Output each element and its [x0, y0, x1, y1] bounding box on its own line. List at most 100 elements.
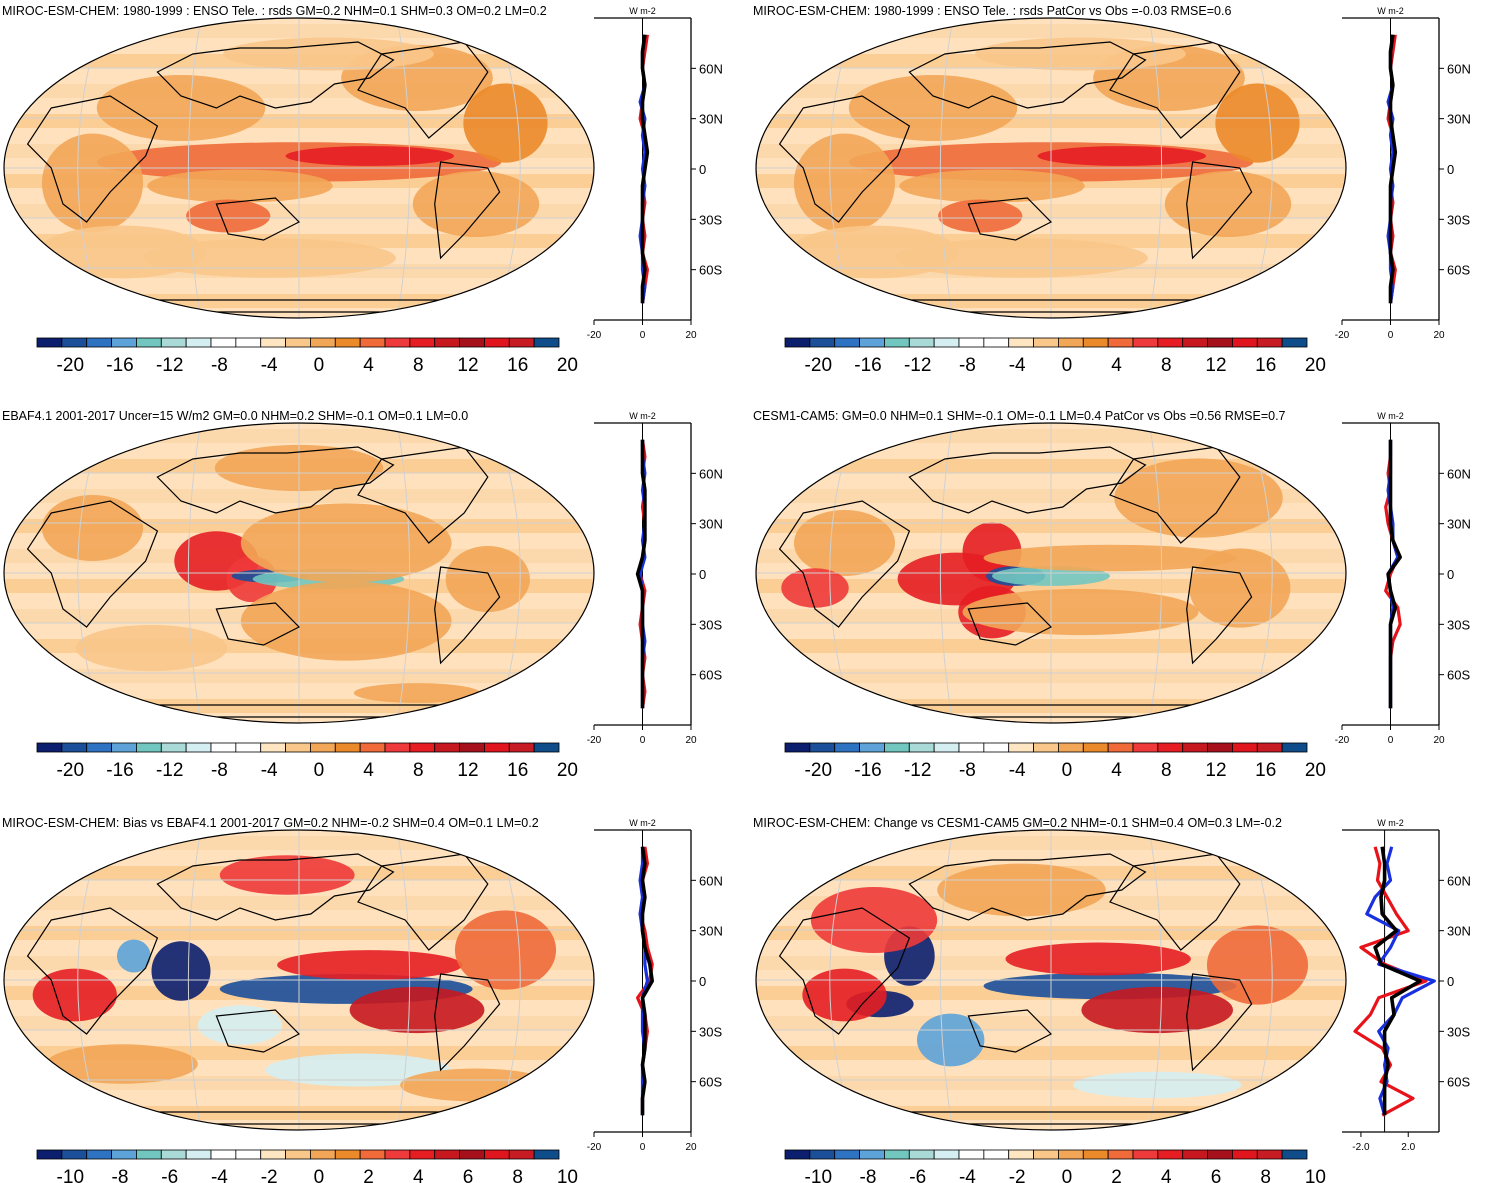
panel-6: MIROC-ESM-CHEM: Change vs CESM1-CAM5 GM=… — [753, 816, 1471, 1183]
profile-lat-label: 0 — [699, 567, 706, 582]
profile-line-mean — [1373, 846, 1422, 1116]
colorbar-box — [86, 742, 112, 753]
colorbar-box — [908, 337, 935, 348]
colorbar-tick-label: 6 — [463, 1167, 474, 1183]
field-anomaly — [1114, 458, 1283, 538]
field-anomaly — [789, 225, 959, 279]
colorbar-tick-label: 12 — [457, 355, 478, 376]
map-border — [755, 422, 1347, 724]
field-anomaly — [899, 169, 1085, 203]
map-border — [3, 422, 595, 724]
field-anomaly — [1164, 171, 1292, 237]
colorbar-box — [1182, 337, 1208, 348]
colorbar-tick-label: -8 — [959, 355, 976, 376]
field-anomaly — [848, 75, 1018, 141]
coastline — [967, 1009, 1053, 1053]
colorbar-box — [384, 1149, 411, 1160]
field-anomaly — [937, 863, 1106, 917]
colorbar-tick-label: -2 — [261, 1167, 278, 1183]
field-anomaly — [802, 968, 887, 1022]
profile-lat-label: 30S — [699, 212, 722, 227]
longitude-gridline — [396, 830, 411, 1130]
colorbar-box — [933, 1149, 960, 1160]
coastline — [778, 95, 911, 223]
colorbar-box — [1281, 337, 1308, 348]
coastline — [357, 853, 489, 951]
colorbar-box — [36, 1149, 63, 1160]
colorbar-box — [235, 337, 262, 348]
field-anomaly — [353, 683, 481, 703]
colorbar-tick-label: 16 — [507, 355, 528, 376]
colorbar-box — [784, 1149, 811, 1160]
colorbar-tick-label: -12 — [156, 355, 183, 376]
colorbar-box — [1008, 337, 1034, 348]
colorbar-tick-label: -12 — [156, 760, 183, 781]
profile-lat-label: 0 — [1447, 162, 1454, 177]
colorbar-tick-label: 6 — [1211, 1167, 1222, 1183]
colorbar-box — [784, 742, 811, 753]
field-anomaly — [240, 503, 452, 583]
colorbar-box — [1033, 337, 1059, 348]
colorbar-box — [36, 742, 63, 753]
colorbar-box — [61, 337, 88, 348]
colorbar-box — [484, 337, 510, 348]
profile-units: W m-2 — [629, 411, 656, 421]
colorbar-tick-label: -16 — [106, 760, 133, 781]
colorbar-tick-label: 20 — [1305, 760, 1326, 781]
field-anomaly — [75, 624, 228, 672]
panel-title: EBAF4.1 2001-2017 Uncer=15 W/m2 GM=0.0 N… — [2, 409, 468, 423]
panel-title: MIROC-ESM-CHEM: Bias vs EBAF4.1 2001-201… — [2, 816, 539, 830]
colorbar-box — [533, 337, 560, 348]
colorbar-tick-label: 10 — [557, 1167, 578, 1183]
colorbar-box — [859, 337, 885, 348]
colorbar-box — [908, 1149, 935, 1160]
colorbar-box — [983, 337, 1010, 348]
colorbar-box — [434, 1149, 460, 1160]
coastline — [1109, 446, 1241, 544]
longitude-gridline — [939, 423, 954, 723]
coastline — [1109, 41, 1241, 139]
colorbar-box — [1157, 1149, 1184, 1160]
coastline — [1186, 566, 1253, 665]
coastline — [778, 907, 911, 1035]
coastline — [26, 907, 159, 1035]
colorbar-box — [86, 337, 112, 348]
colorbar-box — [508, 742, 535, 753]
panel-3: EBAF4.1 2001-2017 Uncer=15 W/m2 GM=0.0 N… — [2, 409, 723, 781]
profile-lat-label: 30N — [699, 517, 723, 532]
profile-lat-label: 30N — [699, 924, 723, 939]
colorbar-box — [983, 742, 1010, 753]
colorbar-box — [1132, 1149, 1159, 1160]
colorbar-box — [1082, 1149, 1109, 1160]
map-border — [755, 829, 1347, 1131]
field-anomaly — [32, 968, 117, 1022]
colorbar-box — [334, 742, 361, 753]
colorbar-box — [958, 1149, 985, 1160]
longitude-gridline — [939, 830, 954, 1130]
field-anomaly — [1215, 83, 1300, 163]
colorbar-tick-label: -10 — [805, 1167, 832, 1183]
profile-x-label: 0 — [1388, 735, 1394, 746]
coastline — [357, 446, 489, 544]
colorbar-tick-label: -4 — [959, 1167, 976, 1183]
panels: MIROC-ESM-CHEM: 1980-1999 : ENSO Tele. :… — [2, 4, 1471, 1183]
profile-x-label: 0 — [1388, 330, 1394, 341]
colorbar-box — [1107, 742, 1134, 753]
colorbar-tick-label: -20 — [57, 760, 84, 781]
colorbar-box — [459, 742, 485, 753]
colorbar-box — [285, 1149, 311, 1160]
colorbar-tick-label: 0 — [314, 355, 325, 376]
field-anomaly — [1037, 146, 1207, 166]
field-anomaly — [1206, 925, 1309, 1005]
field-anomaly — [186, 199, 271, 233]
colorbar-box — [1033, 1149, 1059, 1160]
longitude-gridline — [1148, 423, 1163, 723]
coastline — [434, 566, 501, 665]
colorbar-tick-label: -20 — [805, 760, 832, 781]
colorbar-box — [359, 337, 386, 348]
colorbar-box — [508, 1149, 535, 1160]
colorbar-box — [1256, 337, 1283, 348]
profile-units: W m-2 — [629, 6, 656, 16]
profile-lat-label: 60S — [699, 668, 722, 683]
field-anomaly — [349, 986, 485, 1034]
